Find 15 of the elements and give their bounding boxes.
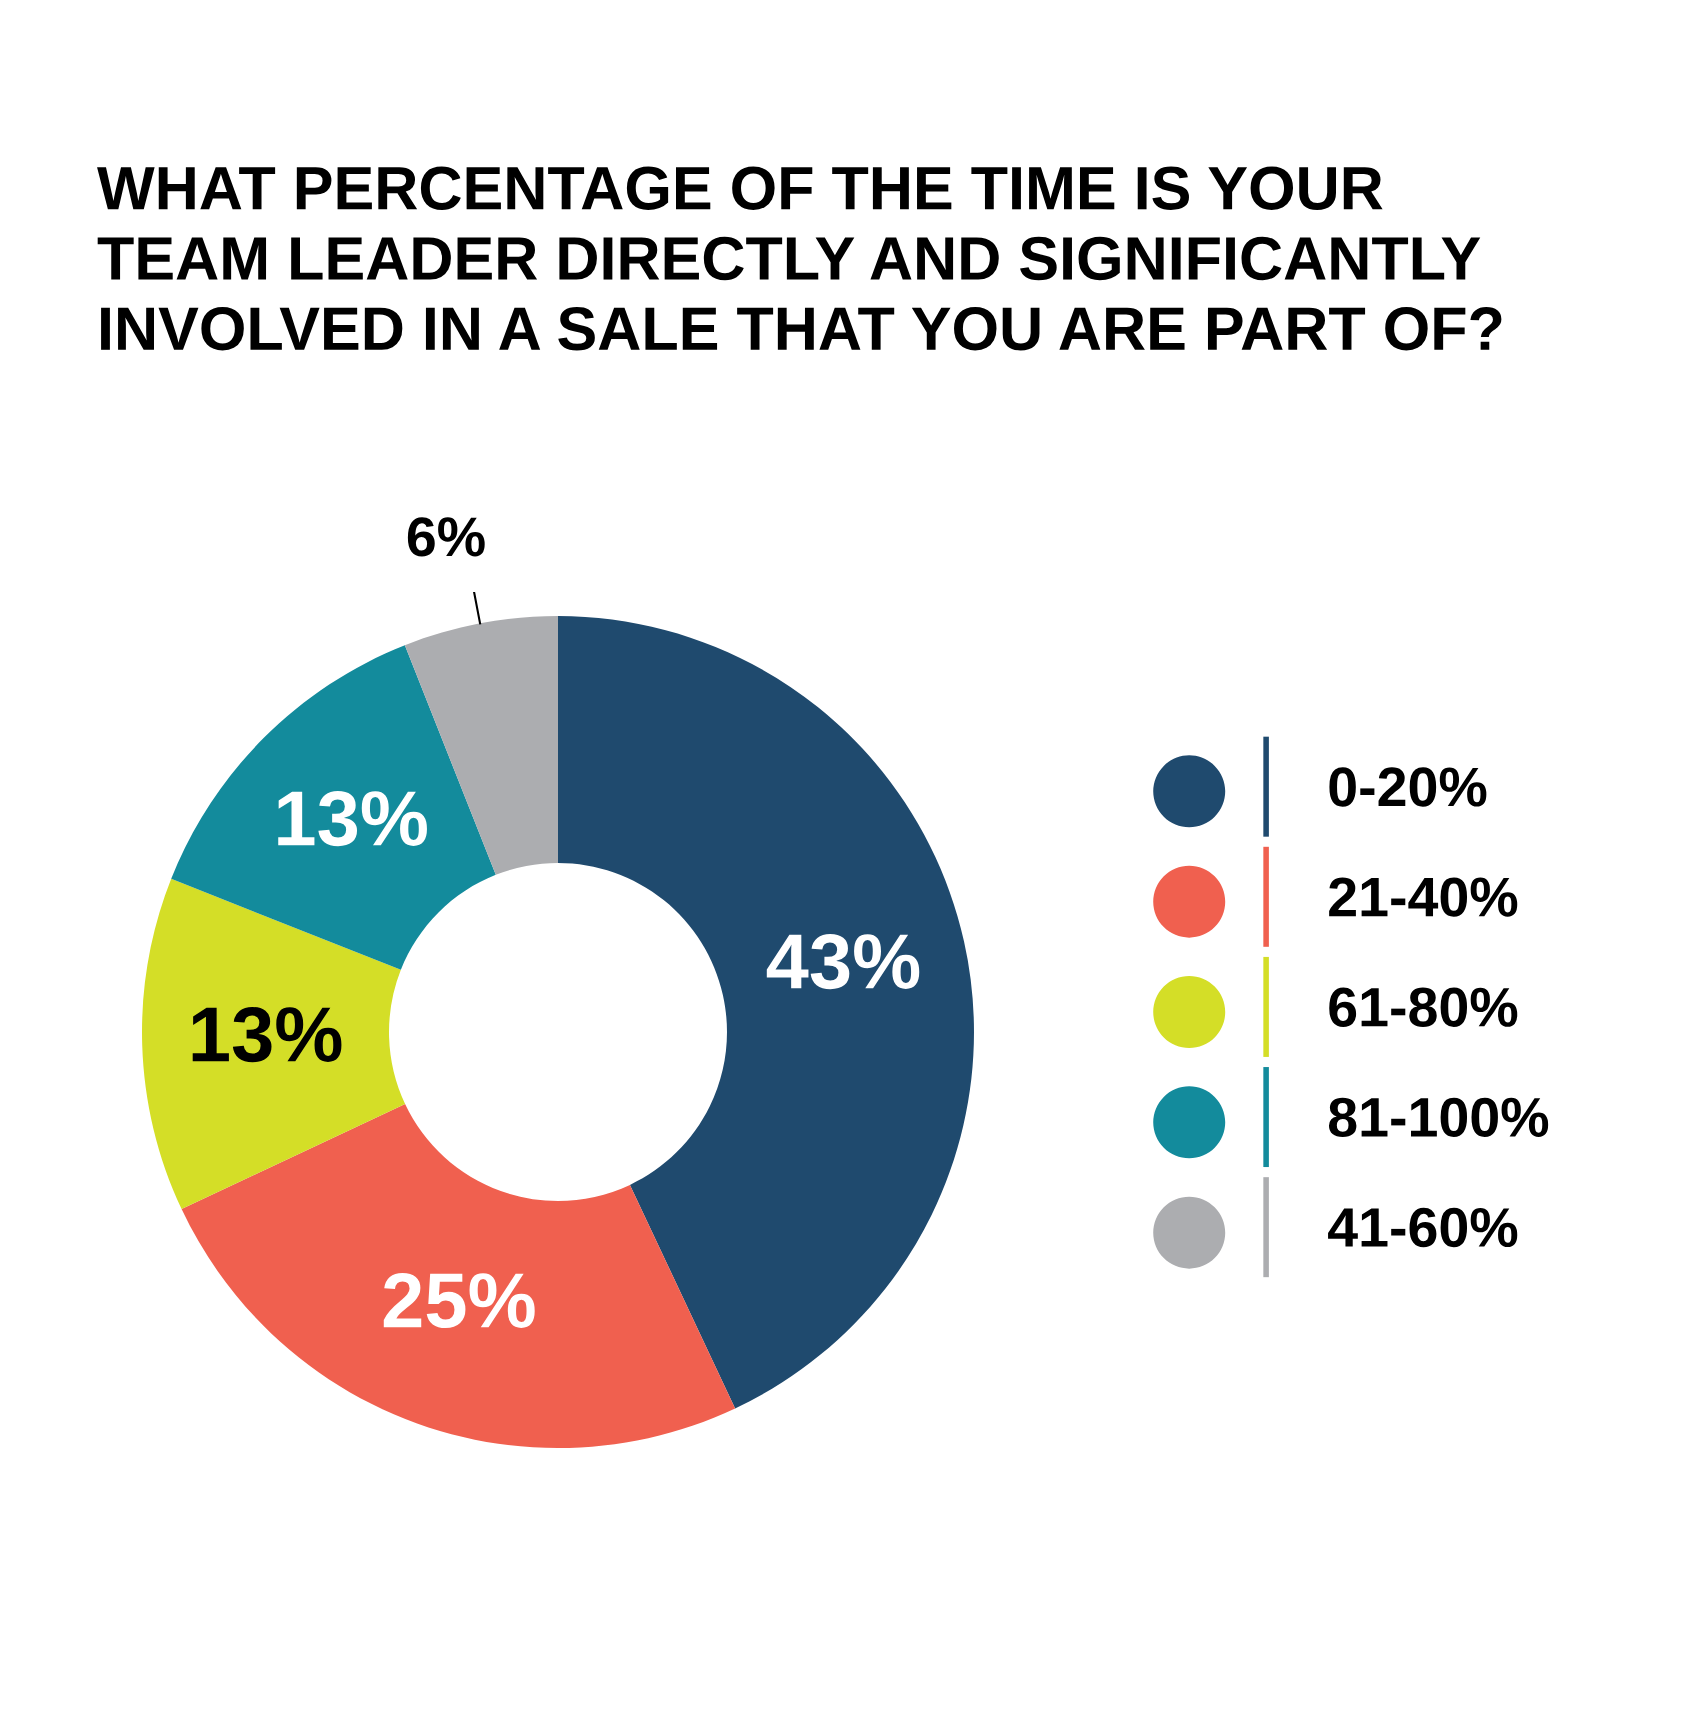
data-label: 43% <box>766 934 920 990</box>
legend-label: 81-100% <box>1328 1097 1549 1138</box>
data-label: 6% <box>407 517 485 557</box>
legend-label: 21-40% <box>1329 877 1518 917</box>
donut-slice <box>142 878 406 1210</box>
donut-slice <box>181 1103 736 1448</box>
legend-label: 61-80% <box>1329 987 1518 1027</box>
data-label: 13% <box>278 790 427 847</box>
donut-slice <box>558 616 974 1409</box>
data-label: 25% <box>383 1273 535 1329</box>
legend-label: 41-60% <box>1328 1207 1518 1248</box>
chart-title: WHAT PERCENTAGE OF THE TIME IS YOUR TEAM LEADER DIRECTLY AND SIGNIFICANTLY INVOLVED IN A SALE THAT YOU ARE PART OF? <box>97 166 1502 351</box>
data-label: 13% <box>192 1006 342 1063</box>
donut-slice <box>171 645 496 970</box>
legend-label: 0-20% <box>1329 767 1487 807</box>
